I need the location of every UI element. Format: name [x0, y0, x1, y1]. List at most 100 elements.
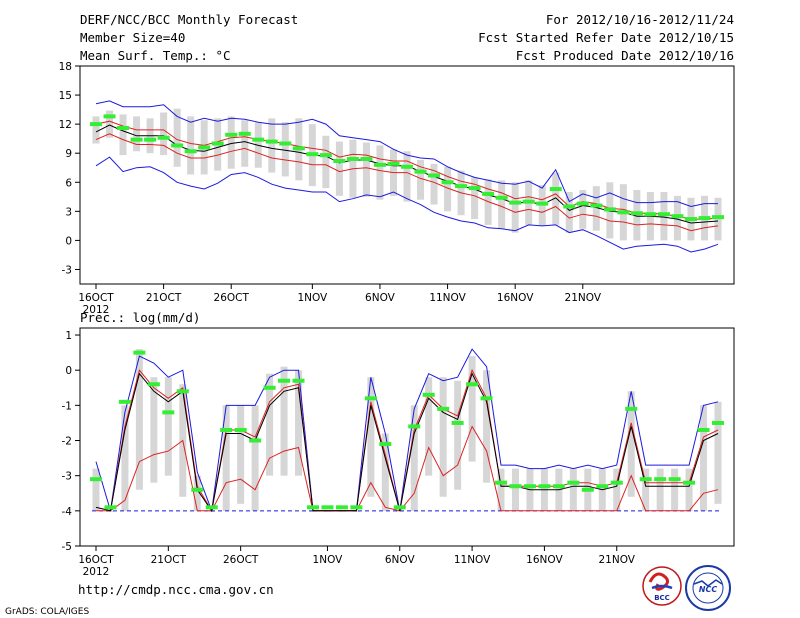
observed-marker [684, 217, 697, 222]
observed-marker [130, 137, 143, 142]
precip-title: Prec.: log(mm/d) [80, 310, 200, 325]
y-tick-label: -1 [62, 400, 72, 412]
x-tick-label: 1NOV [297, 292, 328, 304]
observed-marker [668, 477, 681, 482]
forecast-period-label: For 2012/10/16-2012/11/24 [546, 12, 734, 27]
observed-marker [220, 427, 233, 432]
member-range-bar [417, 159, 425, 200]
observed-marker [144, 137, 157, 142]
observed-marker [103, 114, 116, 119]
observed-marker [625, 406, 638, 411]
member-range-bar [671, 468, 679, 511]
observed-marker [466, 382, 479, 387]
member-range-bar [454, 380, 462, 490]
member-range-bar [381, 433, 389, 511]
member-range-bar [268, 118, 276, 173]
member-range-bar [92, 468, 100, 511]
observed-marker [350, 505, 363, 510]
bcc-logo-text: BCC [654, 594, 670, 602]
member-range-bar [483, 370, 491, 483]
member-range-bar [511, 182, 519, 233]
member-range-bar [160, 112, 168, 156]
x-tick-label: 21OCT [146, 292, 182, 304]
member-range-bar [565, 191, 573, 233]
y-tick-label: 3 [65, 206, 72, 218]
member-range-bar [133, 116, 141, 152]
observed-marker [590, 203, 603, 208]
observed-marker [644, 212, 657, 217]
y-tick-label: -3 [62, 471, 72, 483]
y-tick-label: 0 [65, 235, 72, 247]
observed-marker [401, 164, 413, 169]
observed-marker [118, 399, 131, 404]
member-range-bar [714, 401, 722, 504]
observed-marker [171, 143, 184, 148]
ncc-logo-mountain [693, 579, 723, 587]
precipitation-panel: 1 0 -1 -2 -3 -4 -5 16OCT 21OCT 26OCT 1NOV 6NOV 11NOV… [62, 327, 735, 578]
member-range-bar [266, 373, 274, 476]
ncc-logo-inner-ring [692, 572, 724, 604]
x-tick-label: 16OCT [78, 292, 114, 304]
ncc-logo: NCC [685, 565, 731, 611]
observed-marker [522, 199, 535, 204]
member-range-bar [700, 405, 708, 511]
member-range-bar [164, 377, 172, 476]
grads-credit: GrADS: COLA/IGES [5, 607, 89, 617]
x-tick-label: 1NOV [313, 554, 344, 566]
observed-marker [567, 480, 580, 485]
observed-marker [596, 484, 609, 489]
member-range-bar [352, 510, 360, 512]
observed-marker [104, 505, 117, 510]
observed-marker [191, 487, 204, 492]
member-range-bar [367, 377, 375, 497]
member-range-bar [92, 116, 100, 144]
observed-marker [157, 135, 170, 140]
observed-marker [639, 477, 652, 482]
member-range-bar [173, 108, 181, 167]
member-range-bar [468, 356, 476, 462]
observed-marker [482, 191, 495, 196]
y-tick-label: -2 [62, 436, 72, 448]
observed-marker [495, 195, 508, 200]
member-range-bar [106, 510, 114, 512]
member-range-bar [322, 135, 330, 189]
member-range-bar [222, 405, 230, 511]
member-range-bar [511, 468, 519, 511]
member-range-bar [613, 468, 621, 511]
member-range-bar [338, 510, 346, 512]
series-line-ensemble-mean [95, 372, 719, 513]
observed-marker [278, 378, 291, 383]
member-range-bar [281, 122, 289, 177]
observed-marker [360, 157, 373, 162]
x-tick-label: 21NOV [565, 292, 602, 304]
member-range-bar [251, 405, 259, 511]
observed-marker [451, 420, 464, 425]
observed-marker [162, 410, 175, 415]
produced-date-label: Fcst Produced Date 2012/10/16 [516, 48, 734, 63]
x-tick-label: 16OCT [78, 554, 114, 566]
x-tick-label: 16NOV [526, 554, 563, 566]
observed-marker [536, 201, 549, 206]
member-size-label: Member Size=40 [80, 30, 185, 45]
x-tick-label: 11NOV [454, 554, 491, 566]
x-tick-label: 21NOV [599, 554, 636, 566]
y-tick-label: 9 [65, 148, 72, 160]
observed-marker [441, 180, 454, 185]
member-range-bar [150, 377, 158, 483]
source-url[interactable]: http://cmdp.ncc.cma.gov.cn [78, 582, 274, 597]
member-range-bar [237, 405, 245, 504]
observed-marker [265, 139, 278, 144]
observed-marker [90, 477, 102, 482]
member-range-bar [135, 349, 143, 490]
member-range-bar [439, 377, 447, 497]
member-range-bar [362, 142, 370, 197]
observed-marker [509, 200, 522, 205]
observed-marker [617, 210, 630, 215]
observed-marker [147, 382, 160, 387]
observed-marker [654, 477, 667, 482]
observed-marker [333, 158, 346, 163]
member-range-bar [685, 468, 693, 511]
x-tick-label: 26OCT [214, 292, 250, 304]
member-range-bar [396, 510, 404, 512]
observed-marker [393, 505, 406, 510]
